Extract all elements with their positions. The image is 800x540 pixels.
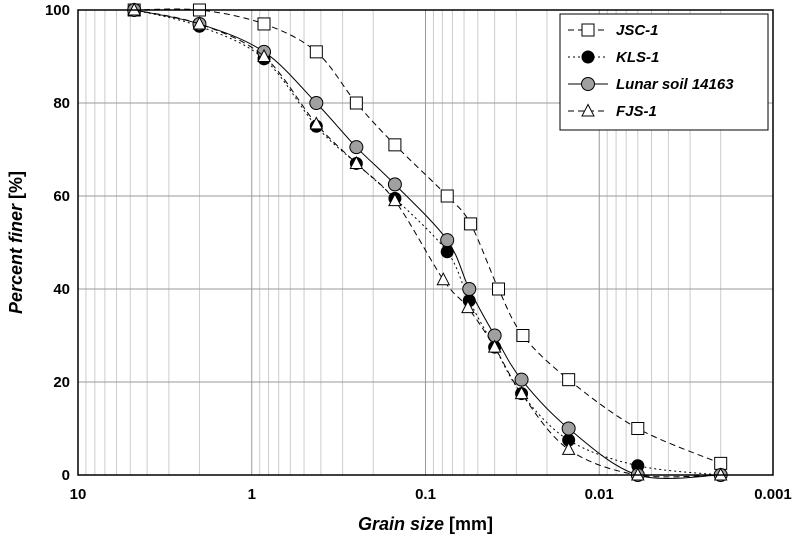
marker-circle-gray — [514, 372, 529, 387]
x-axis-title-unit: [mm] — [444, 514, 493, 534]
y-tick-label: 100 — [45, 2, 70, 19]
marker-square — [562, 373, 576, 387]
x-tick-label: 0.01 — [585, 486, 614, 503]
marker-triangle — [257, 48, 271, 62]
x-axis-title-italic: Grain size — [358, 514, 444, 534]
x-tick-label: 0.001 — [754, 486, 792, 503]
marker-triangle — [514, 386, 529, 400]
marker-circle-black — [581, 50, 595, 64]
y-axis-title-unit: [%] — [6, 171, 26, 204]
marker-square — [464, 217, 478, 231]
marker-circle-gray — [581, 77, 595, 91]
marker-square — [492, 282, 506, 296]
y-axis-title: Percent finer [%] — [6, 171, 26, 314]
legend: JSC-1 KLS-1 Lunar soil 14163 FJS-1 — [559, 13, 769, 131]
legend-box — [559, 13, 769, 131]
marker-square — [309, 45, 323, 59]
marker-square — [349, 96, 363, 110]
marker-circle-gray — [440, 233, 455, 248]
marker-square — [257, 17, 271, 31]
y-tick-label: 20 — [53, 374, 70, 391]
x-axis-title: Grain size [mm] — [358, 514, 493, 534]
marker-circle-gray — [349, 140, 364, 155]
marker-triangle — [309, 116, 324, 130]
marker-square — [388, 138, 402, 152]
marker-triangle — [487, 339, 502, 353]
marker-circle-gray — [561, 421, 576, 436]
legend-label: FJS-1 — [616, 103, 657, 120]
legend-label: JSC-1 — [616, 22, 659, 39]
x-tick-label: 0.1 — [415, 486, 436, 503]
marker-triangle — [581, 103, 595, 117]
y-tick-label: 0 — [62, 467, 70, 484]
marker-square — [440, 189, 454, 203]
legend-label: Lunar soil 14163 — [616, 76, 734, 93]
marker-circle-gray — [387, 177, 402, 192]
y-tick-label: 80 — [53, 95, 70, 112]
plot-frame — [77, 9, 774, 476]
legend-label: KLS-1 — [616, 49, 659, 66]
x-tick-label: 10 — [70, 486, 87, 503]
y-tick-label: 60 — [53, 188, 70, 205]
marker-triangle — [561, 441, 576, 455]
marker-triangle — [192, 16, 207, 30]
marker-triangle — [349, 155, 364, 169]
marker-square — [631, 422, 645, 435]
marker-square — [581, 23, 595, 37]
marker-triangle — [461, 300, 475, 314]
marker-circle-gray — [309, 96, 324, 110]
x-tick-label: 1 — [248, 486, 256, 503]
y-axis-title-italic: Percent finer — [6, 203, 26, 314]
series-layer — [127, 2, 728, 482]
tick-labels: 0 20 40 60 80 100 10 1 0.1 0.01 0.001 — [45, 2, 792, 503]
marker-square — [516, 329, 530, 342]
marker-triangle — [436, 272, 451, 286]
marker-triangle — [388, 193, 402, 207]
y-tick-label: 40 — [53, 281, 70, 298]
marker-circle-gray — [462, 282, 477, 296]
